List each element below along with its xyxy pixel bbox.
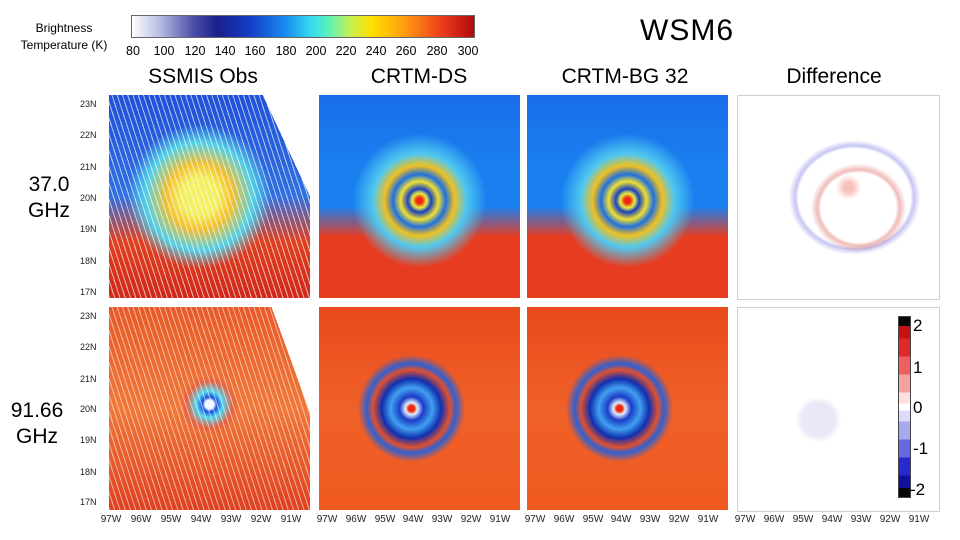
lon-label: 93W [431, 514, 453, 525]
lat-label: 20N [80, 404, 97, 414]
brightness-temperature-colorbar [131, 15, 475, 38]
lon-label: 96W [130, 514, 152, 525]
lon-label: 92W [879, 514, 901, 525]
lat-label: 18N [80, 256, 97, 266]
lat-label: 21N [80, 162, 97, 172]
row-label-line: GHz [28, 199, 70, 222]
lon-label: 97W [734, 514, 756, 525]
lat-label: 23N [80, 311, 97, 321]
panel-crtm-ds-91ghz [319, 307, 520, 510]
difference-colorbar-tick: 0 [913, 398, 923, 417]
panel-crtm-ds-37ghz [319, 95, 520, 298]
lat-label: 22N [80, 130, 97, 140]
lon-label: 95W [582, 514, 604, 525]
lon-label: 93W [850, 514, 872, 525]
colorbar-tick: 100 [153, 44, 175, 58]
lat-label: 17N [80, 287, 97, 297]
lat-label: 18N [80, 467, 97, 477]
row-label-91ghz: 91.66 GHz [2, 398, 72, 450]
lon-label: 97W [100, 514, 122, 525]
colorbar-tick: 300 [457, 44, 479, 58]
row-label-line: GHz [16, 425, 58, 448]
lon-label: 92W [460, 514, 482, 525]
lon-label: 91W [697, 514, 719, 525]
colorbar-label-line2: Temperature (K) [20, 38, 108, 52]
colorbar-label-line1: Brightness [35, 21, 93, 35]
panel-ssmis-obs-91ghz [109, 307, 310, 510]
row-label-line: 91.66 [10, 399, 64, 422]
panel-ssmis-obs-37ghz [109, 95, 310, 298]
difference-colorbar-tick: 2 [913, 316, 923, 335]
colorbar-tick: 200 [305, 44, 327, 58]
lat-label: 22N [80, 342, 97, 352]
lon-label: 93W [220, 514, 242, 525]
row-label-line: 37.0 [28, 173, 70, 196]
colorbar-tick: 160 [244, 44, 266, 58]
colorbar-tick: 80 [126, 44, 140, 58]
lon-label: 95W [374, 514, 396, 525]
panel-crtm-bg-91ghz [527, 307, 728, 510]
lat-label: 23N [80, 99, 97, 109]
panel-difference-37ghz [737, 95, 940, 300]
lon-label: 96W [345, 514, 367, 525]
lon-label: 94W [610, 514, 632, 525]
lon-label: 95W [160, 514, 182, 525]
lat-label: 19N [80, 435, 97, 445]
difference-colorbar-tick: 1 [913, 358, 923, 377]
figure-title: WSM6 [640, 14, 734, 47]
lon-label: 94W [190, 514, 212, 525]
panel-crtm-bg-37ghz [527, 95, 728, 298]
row-label-37ghz: 37.0 GHz [14, 172, 84, 224]
colorbar-tick: 260 [395, 44, 417, 58]
lat-label: 21N [80, 374, 97, 384]
column-title-difference: Difference [786, 65, 882, 88]
lat-label: 19N [80, 224, 97, 234]
lon-label: 96W [553, 514, 575, 525]
difference-colorbar-tick: -1 [913, 439, 929, 458]
colorbar-tick: 120 [184, 44, 206, 58]
colorbar-tick: 240 [365, 44, 387, 58]
difference-colorbar [898, 316, 911, 498]
lon-label: 97W [316, 514, 338, 525]
difference-colorbar-tick: -2 [910, 480, 926, 499]
colorbar-ticks: 80 100 120 140 160 180 200 220 240 260 2… [124, 44, 494, 60]
lon-label: 91W [489, 514, 511, 525]
colorbar-tick: 220 [335, 44, 357, 58]
lat-label: 17N [80, 497, 97, 507]
lon-label: 91W [908, 514, 930, 525]
lon-label: 92W [250, 514, 272, 525]
lon-label: 93W [639, 514, 661, 525]
colorbar-tick: 280 [426, 44, 448, 58]
lon-label: 92W [668, 514, 690, 525]
column-title-obs: SSMIS Obs [148, 65, 258, 88]
lon-label: 94W [821, 514, 843, 525]
lon-label: 95W [792, 514, 814, 525]
lon-label: 96W [763, 514, 785, 525]
lon-label: 97W [524, 514, 546, 525]
column-title-crtm-bg: CRTM-BG 32 [561, 65, 689, 88]
lon-label: 91W [280, 514, 302, 525]
lat-label: 20N [80, 193, 97, 203]
colorbar-tick: 140 [214, 44, 236, 58]
lon-label: 94W [402, 514, 424, 525]
colorbar-tick: 180 [275, 44, 297, 58]
column-title-crtm-ds: CRTM-DS [370, 65, 468, 88]
colorbar-label: Brightness Temperature (K) [14, 20, 114, 54]
